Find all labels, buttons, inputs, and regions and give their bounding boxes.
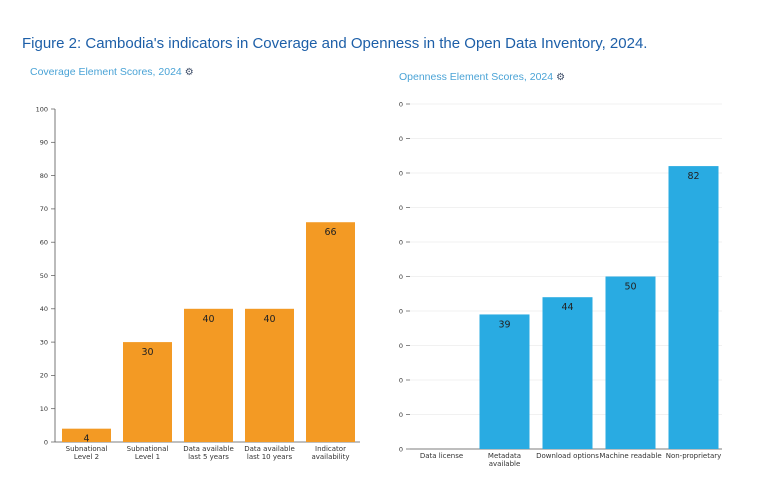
openness-y-tick-label: 0 (399, 273, 403, 281)
figure-title: Figure 2: Cambodia's indicators in Cover… (22, 35, 648, 52)
openness-data-label: 50 (624, 282, 636, 293)
coverage-y-tick-label: 100 (36, 105, 48, 113)
coverage-y-tick-label: 70 (40, 205, 48, 213)
openness-category-label: Download options (536, 452, 599, 460)
coverage-category-label: Subnational (66, 445, 108, 453)
coverage-y-tick-label: 90 (40, 139, 48, 147)
coverage-y-tick-label: 60 (40, 239, 48, 247)
openness-bar (542, 297, 593, 449)
openness-chart: 0 0 0 0 0 0 0 0 0 0 0 Data license 39 Metadataavailab… (399, 100, 722, 468)
coverage-y-tick-label: 40 (40, 305, 48, 313)
coverage-data-label: 66 (324, 227, 336, 238)
coverage-category-label: Indicator (315, 445, 346, 453)
coverage-bar (184, 308, 233, 442)
coverage-chart-title: Coverage Element Scores, 2024 ⚙ (30, 66, 194, 78)
openness-y-tick-label: 0 (399, 376, 403, 384)
coverage-y-tick-label: 10 (40, 405, 48, 413)
coverage-category-label: Subnational (127, 445, 169, 453)
openness-y-tick-label: 0 (399, 169, 403, 177)
coverage-chart: 01020304050607080901004SubnationalLevel … (36, 105, 360, 461)
openness-data-label: 39 (498, 319, 510, 330)
openness-data-label: 82 (687, 171, 699, 182)
coverage-category-label: Level 1 (135, 453, 160, 461)
coverage-category-label: last 10 years (247, 453, 293, 461)
coverage-data-label: 40 (202, 314, 214, 325)
coverage-category-label: last 5 years (188, 453, 229, 461)
openness-y-tick-label: 0 (399, 135, 403, 143)
openness-data-label: 44 (561, 302, 573, 313)
openness-bar (479, 314, 530, 449)
openness-bar (668, 166, 719, 449)
coverage-data-label: 40 (263, 314, 275, 325)
coverage-data-label: 4 (83, 434, 89, 445)
openness-category-label: available (489, 460, 521, 468)
coverage-bar (62, 428, 111, 442)
coverage-category-label: Data available (183, 445, 234, 453)
coverage-category-label: Level 2 (74, 453, 99, 461)
gear-icon[interactable]: ⚙ (184, 67, 194, 78)
coverage-category-label: Data available (244, 445, 295, 453)
openness-category-label: Metadata (488, 452, 521, 460)
coverage-y-tick-label: 20 (40, 372, 48, 380)
coverage-y-tick-label: 0 (44, 438, 48, 446)
openness-chart-title: Openness Element Scores, 2024 ⚙ (399, 71, 565, 83)
coverage-y-tick-label: 30 (40, 338, 48, 346)
openness-category-label: Non-proprietary (666, 452, 722, 460)
coverage-bar (245, 308, 294, 442)
openness-chart-title-text: Openness Element Scores, 2024 (399, 71, 554, 83)
coverage-category-label: availability (311, 453, 349, 461)
openness-category-label: Data license (420, 452, 463, 460)
openness-y-tick-label: 0 (399, 100, 403, 108)
coverage-chart-title-text: Coverage Element Scores, 2024 (30, 66, 182, 78)
coverage-y-tick-label: 50 (40, 272, 48, 280)
coverage-bar (123, 342, 172, 442)
openness-y-tick-label: 0 (399, 238, 403, 246)
openness-y-tick-label: 0 (399, 445, 403, 453)
gear-icon[interactable]: ⚙ (556, 72, 566, 83)
openness-category-label: Machine readable (599, 452, 661, 460)
coverage-data-label: 30 (141, 347, 153, 358)
coverage-bar (306, 222, 355, 442)
openness-y-tick-label: 0 (399, 411, 403, 419)
openness-bar (605, 276, 656, 449)
openness-y-tick-label: 0 (399, 342, 403, 350)
coverage-y-tick-label: 80 (40, 172, 48, 180)
openness-y-tick-label: 0 (399, 307, 403, 315)
openness-y-tick-label: 0 (399, 204, 403, 212)
